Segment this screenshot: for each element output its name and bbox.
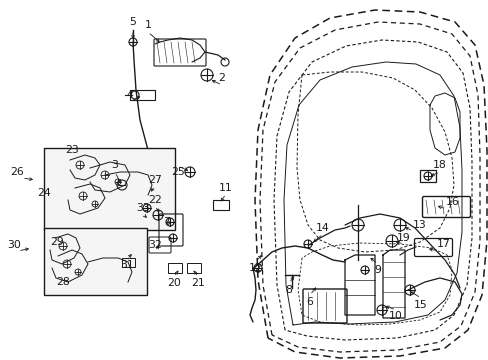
Bar: [168, 263, 182, 273]
Text: 2: 2: [218, 73, 225, 83]
Text: 11: 11: [219, 183, 232, 193]
Text: 16: 16: [445, 197, 459, 207]
Text: 10: 10: [388, 311, 402, 321]
Text: 4: 4: [126, 90, 133, 100]
Text: 9: 9: [374, 265, 381, 275]
Text: 23: 23: [65, 145, 79, 155]
Text: 1: 1: [144, 20, 151, 30]
Text: 25: 25: [171, 167, 184, 177]
Text: 8: 8: [285, 285, 292, 295]
Text: 18: 18: [432, 160, 446, 170]
Bar: [186, 263, 201, 273]
Text: 22: 22: [148, 195, 162, 205]
Text: 19: 19: [396, 233, 410, 243]
Text: 29: 29: [50, 237, 64, 247]
Bar: [44, 148, 175, 230]
Text: 21: 21: [191, 278, 204, 288]
Bar: [130, 90, 155, 100]
Text: 24: 24: [37, 188, 51, 198]
Bar: [122, 258, 135, 267]
Text: 6: 6: [306, 297, 313, 307]
Bar: [419, 170, 435, 182]
Text: 15: 15: [413, 300, 427, 310]
Text: 26: 26: [10, 167, 24, 177]
Text: 32: 32: [148, 240, 162, 250]
Text: 31: 31: [120, 260, 134, 270]
Text: 27: 27: [148, 175, 162, 185]
Bar: [44, 228, 147, 295]
Text: 20: 20: [167, 278, 181, 288]
Bar: [213, 200, 228, 210]
Text: 5: 5: [129, 17, 136, 27]
Text: 13: 13: [412, 220, 426, 230]
Text: 7: 7: [163, 217, 170, 227]
Text: 28: 28: [56, 277, 70, 287]
Text: 14: 14: [315, 223, 329, 233]
Text: 3: 3: [111, 160, 118, 170]
Text: 33: 33: [136, 203, 149, 213]
Text: 17: 17: [436, 239, 450, 249]
Text: 30: 30: [7, 240, 21, 250]
Text: 12: 12: [248, 263, 263, 273]
